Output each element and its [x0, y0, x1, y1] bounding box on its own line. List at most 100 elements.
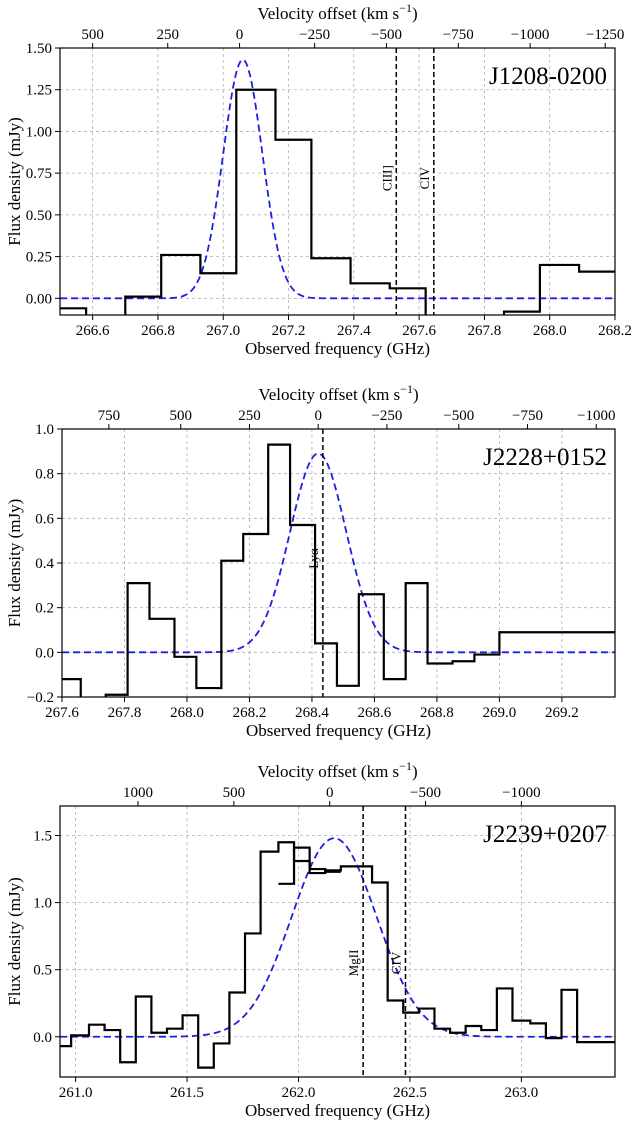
- panel-label: J2239+0207: [483, 821, 607, 848]
- y-tick-label: 1.25: [26, 83, 52, 99]
- gaussian-fit-curve: [60, 58, 615, 300]
- x-tick-label: 263.0: [505, 1085, 539, 1101]
- top-axis-title: Velocity offset (km s−1): [257, 759, 417, 781]
- top-tick-label: −750: [443, 27, 474, 43]
- line-label: CIV: [388, 951, 403, 974]
- x-tick-label: 269.0: [483, 705, 517, 721]
- x-axis-title: Observed frequency (GHz): [246, 721, 431, 740]
- y-tick-label: 0.4: [35, 556, 54, 572]
- top-tick-label: −500: [443, 408, 474, 424]
- spectrum-step: [60, 841, 615, 1069]
- x-tick-label: 268.0: [533, 323, 567, 339]
- y-tick-label: 1.50: [26, 41, 52, 57]
- panel-j2228+0152: Lyα 267.6 267.8 268.0 268.2 268.4 268.6 268.8 26…: [5, 382, 616, 740]
- y-tick-label: 1.00: [26, 124, 52, 140]
- top-axis-title-sup: −1: [399, 1, 412, 15]
- top-tick-label: 0: [236, 27, 244, 43]
- spectrum-step-secondary: [278, 846, 341, 885]
- x-tick-label: 262.0: [282, 1085, 316, 1101]
- gaussian-fit-curve: [62, 452, 615, 654]
- y-axis-title: Flux density (mJy): [5, 499, 24, 627]
- top-axis-title: Velocity offset (km s−1): [258, 382, 418, 404]
- top-tick-label: 250: [238, 408, 261, 424]
- axes-frame: [59, 805, 616, 1078]
- axes-frame: [59, 47, 616, 316]
- y-tick-label: 0.0: [33, 1030, 52, 1046]
- line-label: CIV: [417, 166, 432, 189]
- y-tick-label: 0.2: [35, 601, 54, 617]
- x-tick-label: 268.2: [233, 705, 267, 721]
- x-tick-label: 261.5: [170, 1085, 204, 1101]
- top-tick-label: 500: [81, 27, 104, 43]
- top-tick-label: −750: [512, 408, 543, 424]
- top-axis-title-main: Velocity offset (km s: [257, 762, 399, 781]
- plot-area: [62, 443, 615, 697]
- x-tick-label: 269.2: [545, 705, 579, 721]
- spectrum-step: [60, 88, 615, 315]
- y-tick-label: 0.25: [26, 250, 52, 266]
- y-tick-label: 0.00: [26, 291, 52, 307]
- y-tick-label: 0.50: [26, 208, 52, 224]
- y-tick-label: 0.8: [35, 467, 54, 483]
- top-tick-label: 500: [223, 785, 246, 801]
- top-tick-label: −1000: [502, 785, 540, 801]
- plot-area: [60, 837, 615, 1069]
- panel-j1208-0200: CIII] CIV 266.6 266.8 267.0 267.2 267.4 267.6 26…: [5, 1, 632, 358]
- top-tick-label: −250: [371, 408, 402, 424]
- top-tick-label: 0: [326, 785, 334, 801]
- x-tick-label: 268.8: [420, 705, 454, 721]
- top-tick-label: −500: [371, 27, 402, 43]
- x-tick-label: 267.6: [402, 323, 436, 339]
- x-tick-label: 262.5: [393, 1085, 427, 1101]
- x-tick-label: 266.8: [141, 323, 175, 339]
- top-axis-title-end: ): [412, 762, 418, 781]
- y-axis-title: Flux density (mJy): [5, 117, 24, 245]
- top-axis-title-end: ): [413, 385, 419, 404]
- y-tick-label: 1.0: [33, 896, 52, 912]
- top-axis-title-end: ): [412, 4, 418, 23]
- spectrum-step: [62, 443, 615, 697]
- x-axis-title: Observed frequency (GHz): [245, 339, 430, 358]
- x-axis-title: Observed frequency (GHz): [245, 1101, 430, 1120]
- top-tick-label: 250: [156, 27, 179, 43]
- x-tick-label: 268.4: [295, 705, 329, 721]
- plot-area: [60, 58, 615, 315]
- line-label: MgII: [346, 950, 361, 977]
- top-tick-label: −1000: [511, 27, 549, 43]
- y-tick-label: 1.5: [33, 829, 52, 845]
- top-axis-title-sup: −1: [400, 382, 413, 396]
- y-tick-label: 0.0: [35, 645, 54, 661]
- top-tick-label: −1250: [586, 27, 624, 43]
- top-tick-label: 1000: [123, 785, 153, 801]
- x-tick-label: 268.0: [170, 705, 204, 721]
- top-axis-title-main: Velocity offset (km s: [257, 4, 399, 23]
- x-tick-label: 267.4: [337, 323, 371, 339]
- x-tick-label: 267.2: [272, 323, 306, 339]
- panel-label: J2228+0152: [483, 444, 607, 471]
- x-tick-label: 268.6: [358, 705, 392, 721]
- y-tick-label: 0.75: [26, 166, 52, 182]
- top-axis-title-sup: −1: [399, 759, 412, 773]
- x-tick-label: 268.2: [598, 323, 632, 339]
- top-tick-label: −500: [410, 785, 441, 801]
- panel-label: J1208-0200: [489, 63, 607, 90]
- y-axis-title: Flux density (mJy): [5, 877, 24, 1005]
- y-tick-label: 0.6: [35, 511, 54, 527]
- line-label: Lyα: [306, 548, 321, 569]
- top-tick-label: 750: [98, 408, 121, 424]
- y-tick-label: 0.5: [33, 963, 52, 979]
- top-axis-title: Velocity offset (km s−1): [257, 1, 417, 23]
- gaussian-fit-curve: [60, 837, 615, 1038]
- top-axis-title-main: Velocity offset (km s: [258, 385, 400, 404]
- x-tick-label: 266.6: [76, 323, 110, 339]
- x-tick-label: 267.8: [108, 705, 142, 721]
- x-tick-label: 267.0: [206, 323, 240, 339]
- y-tick-label: 1.0: [35, 422, 54, 438]
- x-tick-label: 267.8: [468, 323, 502, 339]
- top-tick-label: 0: [314, 408, 322, 424]
- x-tick-label: 267.6: [45, 705, 79, 721]
- line-label: CIII]: [379, 165, 394, 191]
- top-tick-label: −250: [299, 27, 330, 43]
- panel-j2239+0207: MgII CIV 261.0 261.5 262.0 262.5 263.0 0.0 0.5 1.…: [5, 759, 616, 1120]
